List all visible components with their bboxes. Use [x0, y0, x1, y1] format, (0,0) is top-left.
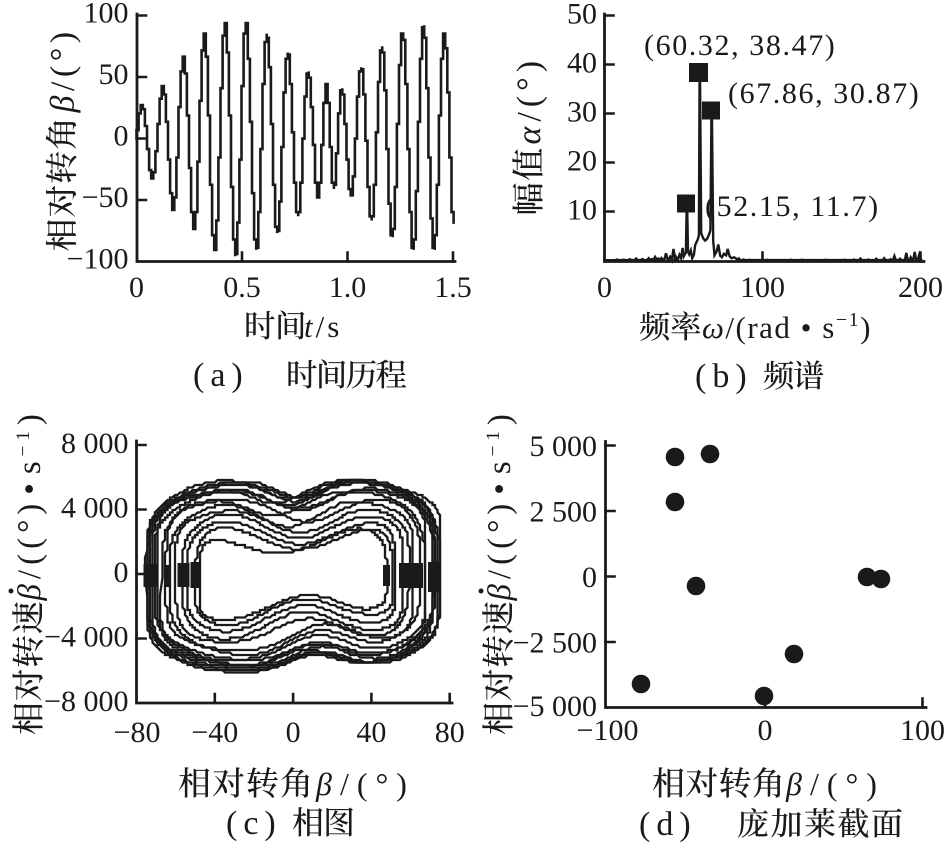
svg-text:0: 0 — [114, 120, 129, 153]
svg-text:40: 40 — [567, 47, 597, 80]
svg-text:50: 50 — [567, 0, 597, 31]
svg-text:−4 000: −4 000 — [44, 621, 128, 654]
svg-text:−80: −80 — [114, 716, 161, 749]
svg-text:0: 0 — [129, 271, 144, 304]
svg-text:(a): (a) — [193, 357, 249, 394]
svg-text:0: 0 — [582, 561, 597, 594]
svg-text:1.5: 1.5 — [434, 271, 472, 304]
svg-text:−8 000: −8 000 — [44, 685, 128, 718]
svg-text:0: 0 — [286, 716, 301, 749]
svg-text:100: 100 — [900, 714, 945, 747]
svg-text:(67.86, 30.87): (67.86, 30.87) — [728, 77, 920, 110]
svg-text:1.0: 1.0 — [329, 271, 367, 304]
svg-text:t/s: t/s — [304, 309, 342, 344]
svg-text:20: 20 — [567, 145, 597, 178]
svg-text:(d): (d) — [639, 806, 697, 843]
svg-text:2 500: 2 500 — [530, 496, 598, 529]
svg-text:−100: −100 — [67, 243, 129, 276]
svg-text:40: 40 — [356, 716, 386, 749]
svg-text:(52.15, 11.7): (52.15, 11.7) — [705, 190, 880, 223]
svg-text:−2 500: −2 500 — [513, 627, 597, 660]
svg-text:0.5: 0.5 — [223, 271, 261, 304]
svg-text:β/(°): β/(°) — [315, 766, 415, 802]
svg-text:4 000: 4 000 — [61, 492, 129, 525]
svg-text:100: 100 — [84, 0, 129, 30]
svg-text:α/(°): α/(°) — [511, 56, 548, 145]
svg-text:50: 50 — [99, 58, 129, 91]
svg-text:(c): (c) — [226, 805, 282, 842]
svg-text:β/(°): β/(°) — [45, 27, 82, 113]
svg-text:0: 0 — [758, 714, 773, 747]
svg-text:30: 30 — [567, 96, 597, 129]
svg-text:(60.32, 38.47): (60.32, 38.47) — [644, 29, 836, 62]
svg-text:0: 0 — [114, 556, 129, 589]
svg-text:100: 100 — [740, 271, 785, 304]
svg-text:8 000: 8 000 — [61, 427, 129, 460]
svg-text:−40: −40 — [191, 716, 238, 749]
svg-text:β/(°): β/(°) — [785, 766, 885, 802]
svg-text:−5 000: −5 000 — [513, 690, 597, 723]
svg-text:β/((°)•s−1): β/((°)•s−1) — [482, 409, 518, 601]
svg-text:(b): (b) — [695, 358, 753, 395]
svg-text:0: 0 — [597, 271, 612, 304]
svg-text:200: 200 — [898, 271, 943, 304]
svg-text:−50: −50 — [82, 181, 129, 214]
svg-text:−100: −100 — [577, 714, 639, 747]
svg-text:80: 80 — [435, 716, 465, 749]
svg-text:10: 10 — [567, 194, 597, 227]
svg-text:5 000: 5 000 — [530, 430, 598, 463]
